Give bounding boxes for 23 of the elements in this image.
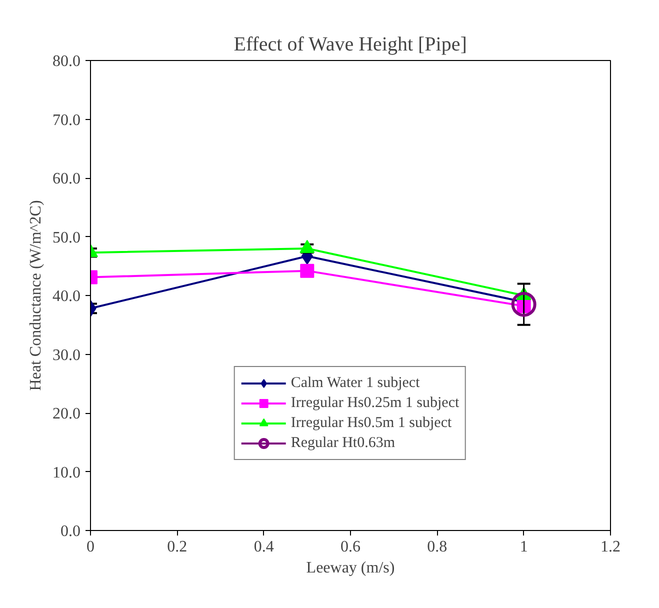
legend-label: Calm Water 1 subject [290,374,420,392]
y-tick-label: 0.0 [60,523,80,540]
legend-label: Irregular Hs0.25m 1 subject [290,394,460,412]
x-axis-title: Leeway (m/s) [306,560,395,576]
x-tick-label: 1 [520,538,528,556]
y-tick-label: 40.0 [52,288,80,305]
chart-title: Effect of Wave Height [Pipe] [234,34,467,56]
x-tick-label: 0.2 [167,538,188,556]
y-tick-label: 80.0 [52,53,80,70]
x-tick-label: 0.6 [340,538,360,556]
y-tick-label: 60.0 [52,170,80,188]
x-tick-label: 0.8 [427,538,448,556]
x-tick-label: 0.4 [254,538,274,556]
y-tick-label: 70.0 [52,112,80,129]
y-axis-title: Heat Conductance (W/m^2C) [28,200,44,391]
legend-label: Regular Ht0.63m [290,434,396,452]
y-tick-label: 50.0 [52,229,80,246]
x-tick-label: 1.2 [600,538,620,556]
x-tick-label: 0 [86,538,94,556]
legend-label: Irregular Hs0.5m 1 subject [290,414,452,432]
y-tick-label: 10.0 [52,464,80,482]
y-tick-label: 30.0 [52,346,80,364]
y-tick-label: 20.0 [52,406,80,422]
